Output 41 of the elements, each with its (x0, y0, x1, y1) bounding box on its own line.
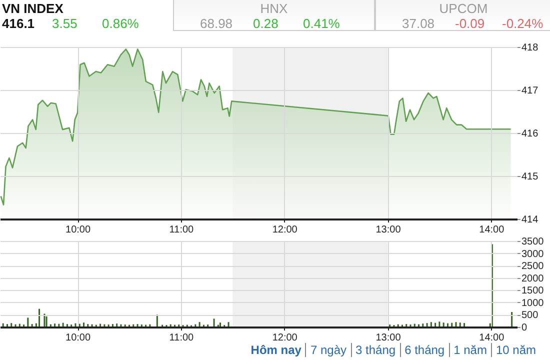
category-label: HNX (259, 1, 289, 16)
data-label: 416.1 (2, 16, 35, 31)
data-label: 68.98 (200, 16, 233, 31)
y-tick-label: 3500 (522, 236, 544, 248)
y-tick-label: 414 (522, 214, 539, 226)
x-tick-label: 12:00 (272, 332, 298, 344)
data-label: -0.09 (455, 16, 485, 31)
y-tick-label: 1500 (522, 286, 544, 297)
x-tick-label: 11:00 (169, 332, 194, 344)
x-tick-label: 10:00 (66, 224, 91, 236)
y-tick-label: 2500 (522, 261, 544, 272)
x-tick-label: 10:00 (66, 332, 91, 344)
range-button[interactable]: 10 năm (490, 343, 540, 357)
data-label: 3.55 (52, 16, 78, 31)
x-tick-label: 14:00 (479, 332, 505, 344)
y-tick-label: 3000 (522, 248, 544, 260)
data-label: -0.24% (502, 16, 544, 31)
category-label: UPCOM (438, 1, 489, 16)
y-tick-label: 1000 (522, 298, 544, 309)
category-label: VN INDEX (2, 1, 64, 16)
data-label: 0.28 (253, 16, 278, 31)
x-tick-label: 13:00 (376, 224, 402, 236)
data-label: 0.41% (303, 16, 340, 31)
range-button[interactable]: 1 năm (448, 343, 491, 357)
range-button[interactable]: 3 tháng (350, 343, 400, 357)
range-button[interactable]: 7 ngày (305, 343, 351, 357)
data-label: 37.08 (402, 16, 435, 31)
data-label: 0.86% (102, 16, 139, 31)
y-tick-label: 2000 (522, 273, 544, 284)
y-tick-label: 418 (522, 42, 539, 54)
y-tick-label: 416 (522, 128, 539, 140)
y-tick-label: 415 (522, 172, 539, 182)
x-tick-label: 12:00 (272, 224, 298, 236)
range-button[interactable]: Hôm nay (246, 343, 306, 357)
y-tick-label: 417 (522, 86, 539, 96)
range-button[interactable]: 6 tháng (400, 343, 449, 357)
y-tick-label: 0 (522, 322, 528, 334)
x-tick-label: 11:00 (169, 224, 194, 236)
y-tick-label: 500 (522, 310, 539, 322)
x-tick-label: 14:00 (479, 224, 505, 236)
x-tick-label: 13:00 (376, 332, 402, 344)
